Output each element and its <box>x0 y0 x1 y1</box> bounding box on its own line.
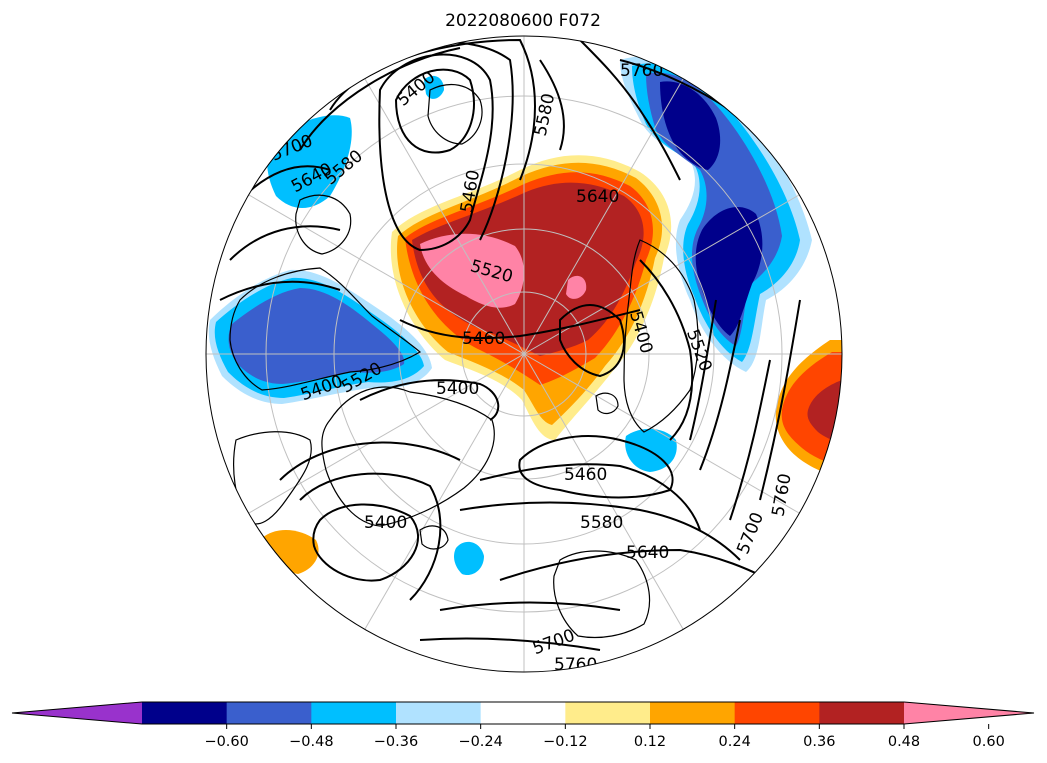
contour-5700-south <box>439 601 621 611</box>
coast-greenland <box>321 386 495 527</box>
contour-5460-center <box>399 309 641 340</box>
positive-anomaly-center-pink <box>420 233 525 308</box>
contour-label: 5580 <box>580 513 623 533</box>
colorbar-segment <box>311 702 397 724</box>
map-border <box>205 35 843 673</box>
graticule <box>206 36 842 672</box>
negative-anomaly-north-small <box>424 75 444 99</box>
colorbar-ticks: −0.60 −0.48 −0.36 −0.24 −0.12 0.12 0.24 0.36 0.4… <box>204 724 1005 750</box>
contour-5760-south <box>419 637 601 651</box>
colorbar-segment <box>819 702 905 724</box>
colorbar-tick-label: −0.36 <box>374 734 418 750</box>
coast-canada <box>229 267 422 391</box>
colorbar: −0.60 −0.48 −0.36 −0.24 −0.12 0.12 0.24 0.36 0.4… <box>11 701 1035 750</box>
colorbar-segment <box>650 702 736 724</box>
coast-siberia <box>623 239 699 433</box>
meridian-m150 <box>364 78 525 355</box>
positive-anomaly-east-darkred <box>807 380 842 445</box>
colorbar-segments <box>11 701 1035 725</box>
coast-far-east <box>427 83 483 145</box>
map-disc: 5400 5580 5760 5700 5640 5580 5460 5640 … <box>206 36 842 672</box>
contour-5400-inner <box>559 304 625 378</box>
coast-alaska <box>295 194 352 255</box>
contour-5460-north <box>378 53 494 252</box>
colorbar-tick-label: −0.24 <box>458 734 502 750</box>
colorbar-tick-label: 0.36 <box>803 734 835 750</box>
contour-label: 5460 <box>564 465 607 485</box>
colorbar-extend-low <box>12 702 142 724</box>
contour-label: 5640 <box>576 187 619 207</box>
colorbar-segment <box>734 702 820 724</box>
colorbar-tick-label: −0.12 <box>543 734 587 750</box>
colorbar-segment <box>396 702 482 724</box>
coast-iceland <box>419 525 449 550</box>
colorbar-segment <box>142 702 228 724</box>
contour-label: 5400 <box>436 379 479 399</box>
contour-5400-center <box>359 379 500 421</box>
meridian-m120 <box>248 194 525 355</box>
contour-5400-sw <box>312 503 420 582</box>
contour-label: 5400 <box>364 513 407 533</box>
coast-svalbard <box>595 392 619 415</box>
contour-5460-sw <box>299 472 442 601</box>
contour-5640-top <box>579 39 681 181</box>
contour-5700-east <box>729 359 771 521</box>
negative-anomaly-south-2 <box>454 541 484 576</box>
contour-5400-north <box>394 68 475 154</box>
contour-label: 5640 <box>626 543 669 563</box>
colorbar-extend-high <box>904 702 1034 724</box>
figure-title: 2022080600 F072 <box>445 11 601 31</box>
contour-5640-south <box>499 548 771 581</box>
coastlines <box>229 83 699 639</box>
contour-5520-outer <box>479 463 701 531</box>
colorbar-segment <box>480 702 566 724</box>
colorbar-tick-label: 0.48 <box>888 734 920 750</box>
contour-5640-east <box>699 319 741 471</box>
contour-5580-south <box>459 501 741 561</box>
coast-scandinavia <box>553 550 651 639</box>
meridian-30 <box>523 353 684 630</box>
meridian-60 <box>523 353 800 514</box>
negative-anomaly-east-navy-2 <box>695 207 763 336</box>
contour-label: 5460 <box>462 329 505 349</box>
contour-5520-ring <box>639 259 694 441</box>
contour-label: 5760 <box>620 61 663 81</box>
contour-5760-east <box>759 299 801 501</box>
negative-anomaly-west-blue <box>228 288 405 384</box>
contour-5520-sw <box>279 441 461 481</box>
colorbar-segment <box>565 702 651 724</box>
colorbar-tick-label: 0.60 <box>973 734 1005 750</box>
contour-5580-east <box>689 299 717 441</box>
contour-5580-top <box>539 59 565 151</box>
colorbar-tick-label: 0.24 <box>719 734 751 750</box>
colorbar-tick-label: −0.60 <box>204 734 248 750</box>
colorbar-tick-label: −0.48 <box>289 734 333 750</box>
meridian-150 <box>523 78 684 355</box>
positive-anomaly-center-darkred <box>412 182 644 356</box>
positive-anomaly-southwest <box>262 529 319 574</box>
colorbar-outline <box>11 701 1035 725</box>
contour-5580-west <box>229 225 341 261</box>
colorbar-segment <box>226 702 312 724</box>
height-contours <box>219 38 801 651</box>
contour-5520-west <box>219 280 341 301</box>
negative-anomaly-east-navy <box>660 81 721 170</box>
contour-5640-north <box>299 47 461 151</box>
positive-anomaly-center-pink-small <box>566 275 587 299</box>
colorbar-tick-label: 0.12 <box>634 734 666 750</box>
